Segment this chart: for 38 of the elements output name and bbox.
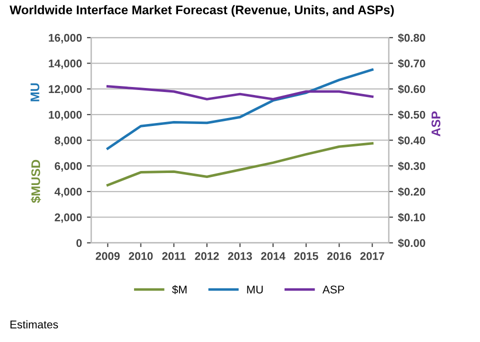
x-tick-label: 2010	[128, 252, 153, 260]
legend-label: MU	[247, 286, 263, 294]
y2-axis-title: ASP	[432, 111, 440, 136]
y-tick-label: 2,000	[54, 213, 82, 223]
legend-label: $M	[172, 285, 186, 294]
y2-tick-label: $0.80	[398, 33, 426, 42]
y-tick-label: 8,000	[54, 136, 82, 146]
x-tick-label: 2013	[228, 252, 252, 260]
y2-tick-label: $0.30	[398, 162, 426, 171]
y-tick-label: 12,000	[48, 85, 82, 95]
legend-label: ASP	[322, 286, 344, 294]
y-tick-label: 6,000	[54, 162, 82, 172]
x-tick-label: 2012	[194, 252, 219, 260]
y-axis-title: $MUSD	[30, 160, 41, 203]
chart-title: Worldwide Interface Market Forecast (Revenue, Units, and ASPs)	[10, 5, 394, 17]
line-series	[106, 68, 374, 150]
y2-tick-label: $0.70	[398, 59, 426, 68]
x-tick-label: 2011	[162, 252, 186, 260]
line-series	[106, 85, 374, 100]
y-tick-label: 14,000	[48, 60, 82, 70]
x-tick-label: 2009	[96, 252, 120, 260]
y2-tick-label: $0.10	[398, 212, 426, 222]
x-tick-label: 2014	[261, 252, 286, 260]
y2-tick-label: $0.00	[398, 238, 426, 248]
text: MU	[30, 83, 40, 102]
text: Estimates	[10, 320, 58, 328]
y-tick-label: 0	[76, 239, 82, 247]
y2-tick-label: $0.60	[398, 84, 426, 94]
y2-tick-label: $0.40	[398, 136, 426, 146]
y-tick-label: 16,000	[48, 34, 82, 44]
line-series	[106, 142, 374, 186]
y2-tick-label: $0.50	[398, 110, 426, 120]
x-tick-label: 2017	[360, 252, 384, 260]
y-tick-label: 10,000	[48, 110, 82, 120]
y-tick-label: 4,000	[54, 188, 82, 198]
y2-tick-label: $0.20	[398, 187, 426, 196]
x-tick-label: 2016	[327, 252, 352, 260]
x-tick-label: 2015	[294, 252, 318, 260]
